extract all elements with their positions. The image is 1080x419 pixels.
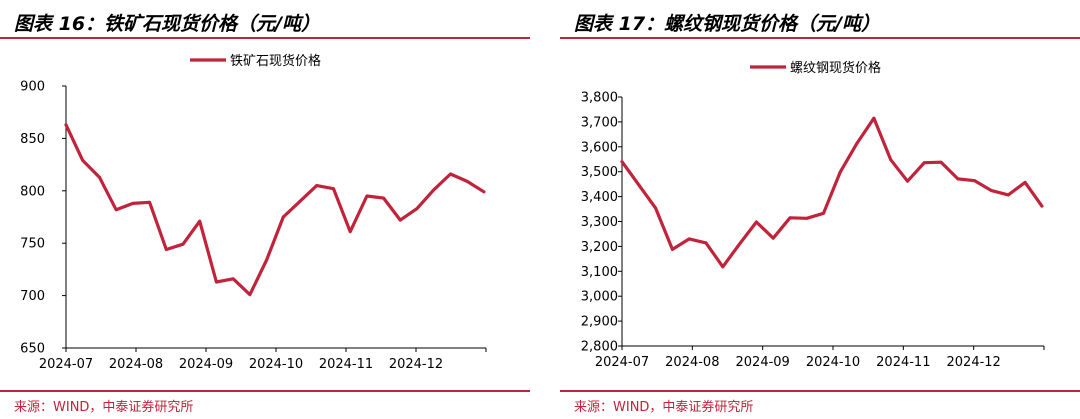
x-tick-label: 2024-08 [109, 357, 163, 372]
iron-ore-price-chart: 650 700 750 800 850 900 2024-07 2024-08 2024-09 2… [20, 53, 487, 372]
data-point [382, 196, 386, 200]
data-point [482, 190, 486, 194]
y-tick-label: 3,100 [581, 265, 618, 280]
y-tick-label: 800 [20, 184, 45, 199]
y-tick-label: 3,300 [581, 215, 618, 230]
data-point [98, 175, 101, 179]
y-tick-label: 3,000 [581, 290, 618, 305]
data-point [248, 293, 252, 296]
data-point [654, 206, 657, 210]
data-point [788, 216, 792, 220]
data-point [181, 242, 185, 246]
y-tick-label: 650 [20, 342, 45, 357]
data-point [1006, 193, 1010, 197]
figure-heading: 图表 16：铁矿石现货价格（元/吨） [14, 13, 320, 35]
rebar-price-chart: 2,800 2,900 3,000 3,100 3,200 3,300 3,400 3,500… [581, 60, 1045, 370]
data-point [432, 188, 436, 192]
data-point [805, 216, 809, 220]
data-point [956, 177, 960, 181]
x-tick-label: 2024-07 [595, 355, 649, 370]
data-point [164, 248, 168, 251]
x-tick-label: 2024-09 [179, 357, 233, 372]
data-point [64, 123, 68, 127]
data-point [670, 247, 674, 251]
data-point [465, 179, 469, 183]
data-point [81, 159, 85, 162]
y-tick-label: 750 [20, 237, 45, 252]
data-point [265, 258, 268, 262]
data-point [838, 170, 842, 174]
data-point [771, 236, 775, 240]
data-point [939, 160, 943, 164]
x-tick-label: 2024-11 [319, 357, 373, 372]
y-tick-label: 2,900 [581, 315, 618, 330]
data-point [1040, 204, 1044, 208]
x-tick-label: 2024-09 [736, 355, 790, 370]
data-point [754, 220, 758, 224]
data-point [398, 218, 402, 222]
data-point [620, 160, 624, 164]
y-tick-label: 3,600 [581, 140, 618, 155]
source-note: 来源：WIND，中泰证券研究所 [14, 400, 194, 415]
data-point [687, 237, 691, 241]
data-point [148, 200, 151, 204]
y-tick-label: 900 [20, 80, 45, 95]
data-point [906, 179, 909, 183]
x-tick-label: 2024-10 [806, 355, 860, 370]
data-point [131, 201, 135, 205]
y-tick-label: 3,700 [581, 115, 618, 130]
data-point [298, 199, 302, 203]
data-point [1023, 181, 1027, 184]
data-point [990, 189, 993, 193]
series-line [620, 116, 1044, 269]
data-point [332, 187, 335, 191]
data-point [637, 183, 641, 187]
y-tick-label: 3,800 [581, 91, 618, 106]
figure-17-panel: 图表 17：螺纹钢现货价格（元/吨） 2,800 2,900 3,000 3,100 3… [560, 0, 1080, 419]
data-point [738, 242, 741, 246]
data-point [922, 161, 926, 165]
y-tick-label: 3,500 [581, 165, 618, 180]
y-tick-label: 700 [20, 289, 45, 304]
data-point [721, 265, 725, 269]
figure-16-panel: 图表 16：铁矿石现货价格（元/吨） 650 700 750 800 850 900 202… [0, 0, 530, 419]
data-point [973, 179, 977, 183]
legend-label: 铁矿石现货价格 [230, 53, 321, 69]
series-line [64, 123, 486, 297]
data-point [198, 219, 202, 223]
y-tick-label: 850 [20, 132, 45, 147]
data-point [215, 280, 218, 284]
x-tick-label: 2024-12 [947, 355, 1001, 370]
data-point [889, 158, 893, 162]
source-rule [0, 390, 530, 392]
x-tick-label: 2024-11 [876, 355, 930, 370]
y-tick-label: 3,200 [581, 240, 618, 255]
y-tick-label: 3,400 [581, 190, 618, 205]
data-point [315, 184, 319, 187]
data-point [114, 208, 118, 212]
x-tick-label: 2024-10 [249, 357, 303, 372]
x-tick-label: 2024-07 [39, 357, 93, 372]
data-point [348, 230, 352, 234]
data-point [231, 277, 235, 281]
data-point [872, 116, 876, 120]
y-tick-label: 2,800 [581, 340, 618, 355]
heading-rule [0, 37, 530, 39]
heading-rule [560, 37, 1080, 39]
data-point [449, 172, 452, 176]
data-point [415, 207, 419, 211]
data-point [365, 194, 369, 198]
x-tick-label: 2024-12 [389, 357, 443, 372]
x-tick-label: 2024-08 [665, 355, 719, 370]
figure-heading: 图表 17：螺纹钢现货价格（元/吨） [574, 13, 880, 35]
data-point [281, 215, 285, 219]
source-note: 来源：WIND，中泰证券研究所 [574, 400, 754, 415]
legend-label: 螺纹钢现货价格 [790, 60, 881, 76]
source-rule [560, 390, 1080, 392]
data-point [704, 241, 708, 245]
data-point [855, 141, 859, 145]
data-point [822, 211, 825, 215]
